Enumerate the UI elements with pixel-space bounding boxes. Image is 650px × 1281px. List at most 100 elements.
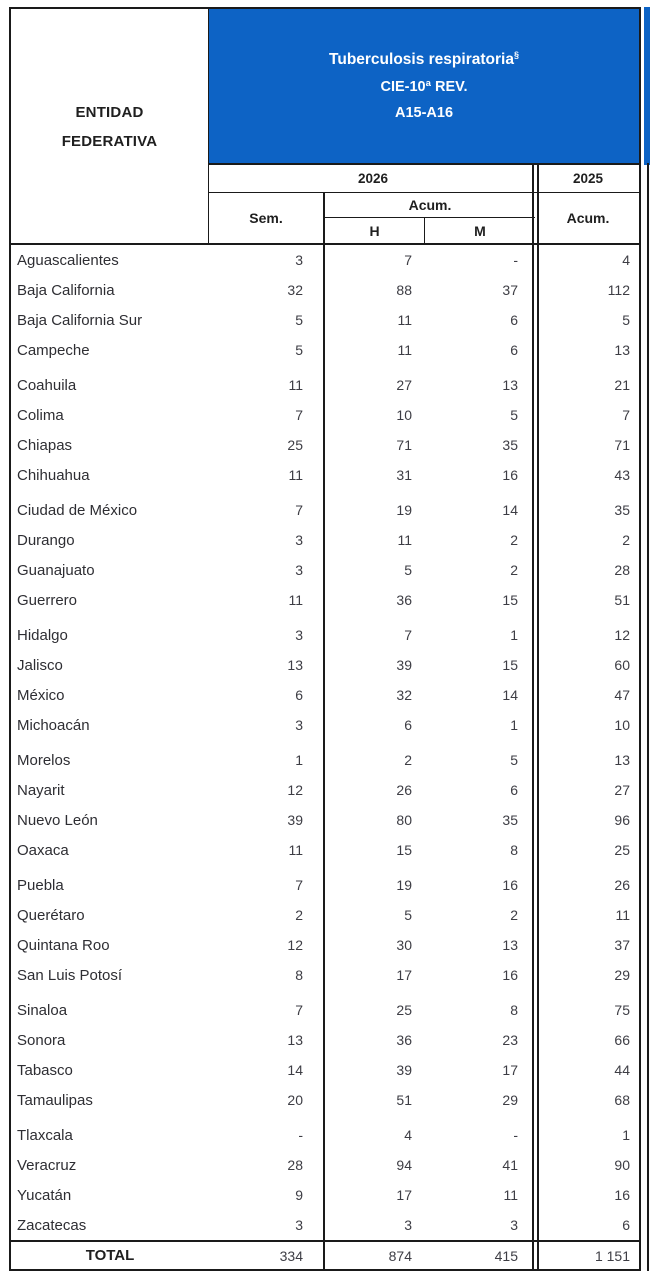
sem-value: 12 <box>287 782 303 798</box>
acum-m-value: 1 <box>510 717 518 733</box>
acum-prev-value: 37 <box>614 937 630 953</box>
acum-prev-value: 112 <box>607 282 630 298</box>
state-name: Morelos <box>17 751 71 769</box>
table-row: Baja California Sur 5 11 6 5 <box>11 305 639 335</box>
table-row: Tamaulipas 20 51 29 68 <box>11 1085 639 1115</box>
acum-h-value: 3 <box>404 1217 412 1233</box>
acum-m-value: 8 <box>510 1002 518 1018</box>
table-row: Durango 3 11 2 2 <box>11 525 639 555</box>
state-name: Tabasco <box>17 1061 73 1079</box>
acum-m-value: 11 <box>503 1187 518 1203</box>
acum-h-value: 11 <box>397 312 412 328</box>
entity-federativa-header: ENTIDAD FEDERATIVA <box>11 9 209 245</box>
state-name: San Luis Potosí <box>17 966 123 984</box>
acum-m-value: 16 <box>502 877 518 893</box>
table-row: Tabasco 14 39 17 44 <box>11 1055 639 1085</box>
state-name: Ciudad de México <box>17 501 138 519</box>
state-name: Baja California <box>17 281 115 299</box>
acum-m-value: 2 <box>510 532 518 548</box>
acum-prev-value: 66 <box>614 1032 630 1048</box>
entity-header-line1: ENTIDAD <box>75 104 144 121</box>
table-row: Baja California 32 88 37 112 <box>11 275 639 305</box>
table-row: Campeche 5 11 6 13 <box>11 335 639 365</box>
next-column-blue-sliver <box>644 7 650 165</box>
acum-prev-value: 13 <box>614 752 630 768</box>
sem-column-header: Sem. <box>249 210 283 226</box>
total-h: 874 <box>388 1247 412 1264</box>
acum-column-header: Acum. <box>325 193 535 218</box>
acum-h-value: 39 <box>396 657 412 673</box>
state-name: Hidalgo <box>17 626 68 644</box>
state-name: Baja California Sur <box>17 311 143 329</box>
table-row: Veracruz 28 94 41 90 <box>11 1150 639 1180</box>
header-bottom-divider <box>11 243 639 245</box>
acum-prev-value: 13 <box>614 342 630 358</box>
sem-value: 8 <box>295 967 303 983</box>
state-name: Sinaloa <box>17 1001 68 1019</box>
acum-m-value: 23 <box>502 1032 518 1048</box>
state-name: Aguascalientes <box>17 251 119 269</box>
acum-prev-value: 47 <box>614 687 630 703</box>
acum-prev-value: 25 <box>614 842 630 858</box>
table-row: Nuevo León 39 80 35 96 <box>11 805 639 835</box>
table-row: Jalisco 13 39 15 60 <box>11 650 639 680</box>
state-name: Quintana Roo <box>17 936 110 954</box>
state-name: México <box>17 686 65 704</box>
sem-value: 11 <box>288 467 303 483</box>
table-row: México 6 32 14 47 <box>11 680 639 710</box>
sem-value: 3 <box>295 627 303 643</box>
acum-prev-value: 12 <box>614 627 630 643</box>
acum-prev-value: 51 <box>614 592 630 608</box>
table-row: Puebla 7 19 16 26 <box>11 870 639 900</box>
sem-value: 11 <box>288 842 303 858</box>
acum-m-value: 17 <box>502 1062 518 1078</box>
acum-prev-value: 1 <box>622 1127 630 1143</box>
state-name: Michoacán <box>17 716 90 734</box>
acum-m-value: 14 <box>502 502 518 518</box>
acum-prev-value: 43 <box>614 467 630 483</box>
acum-m-value: - <box>513 1127 518 1143</box>
sem-value: 13 <box>287 657 303 673</box>
sem-value: 7 <box>295 877 303 893</box>
total-row: TOTAL 334 874 415 1 151 <box>11 1240 639 1269</box>
acum-prev-value: 4 <box>622 252 630 268</box>
acum-h-value: 5 <box>404 562 412 578</box>
acum-h-value: 5 <box>404 907 412 923</box>
table-row: Quintana Roo 12 30 13 37 <box>11 930 639 960</box>
state-name: Veracruz <box>17 1156 77 1174</box>
sem-value: 28 <box>287 1157 303 1173</box>
table-row: Oaxaca 11 15 8 25 <box>11 835 639 865</box>
state-name: Yucatán <box>17 1186 72 1204</box>
entity-header-line2: FEDERATIVA <box>61 133 158 150</box>
acum-m-value: 3 <box>510 1217 518 1233</box>
acum-prev-value: 16 <box>614 1187 630 1203</box>
state-name: Campeche <box>17 341 90 359</box>
disease-cie-revision: CIE-10ª REV. <box>380 79 468 95</box>
state-name: Durango <box>17 531 75 549</box>
sem-value: 39 <box>287 812 303 828</box>
year-2025-header: 2025 <box>537 165 639 193</box>
sem-value: 5 <box>295 312 303 328</box>
table-row: Chihuahua 11 31 16 43 <box>11 460 639 490</box>
acum-h-value: 94 <box>396 1157 412 1173</box>
sem-acum-divider-line <box>323 193 325 1269</box>
acum-m-value: 5 <box>510 752 518 768</box>
sem-value: 3 <box>295 532 303 548</box>
table-row: Sinaloa 7 25 8 75 <box>11 995 639 1025</box>
sem-value: 6 <box>295 687 303 703</box>
sem-value: 25 <box>287 437 303 453</box>
acum-m-value: 41 <box>502 1157 518 1173</box>
acum-h-value: 26 <box>396 782 412 798</box>
acum-h-value: 32 <box>396 687 412 703</box>
acum-m-value: 6 <box>510 312 518 328</box>
sem-value: 7 <box>295 502 303 518</box>
acum-m-value: 2 <box>510 907 518 923</box>
sem-value: 11 <box>288 377 303 393</box>
acum-m-value: 8 <box>510 842 518 858</box>
acum-h-value: 19 <box>396 502 412 518</box>
table-row: Nayarit 12 26 6 27 <box>11 775 639 805</box>
sem-value: 2 <box>295 907 303 923</box>
sem-value: 11 <box>288 592 303 608</box>
acum-h-value: 6 <box>404 717 412 733</box>
